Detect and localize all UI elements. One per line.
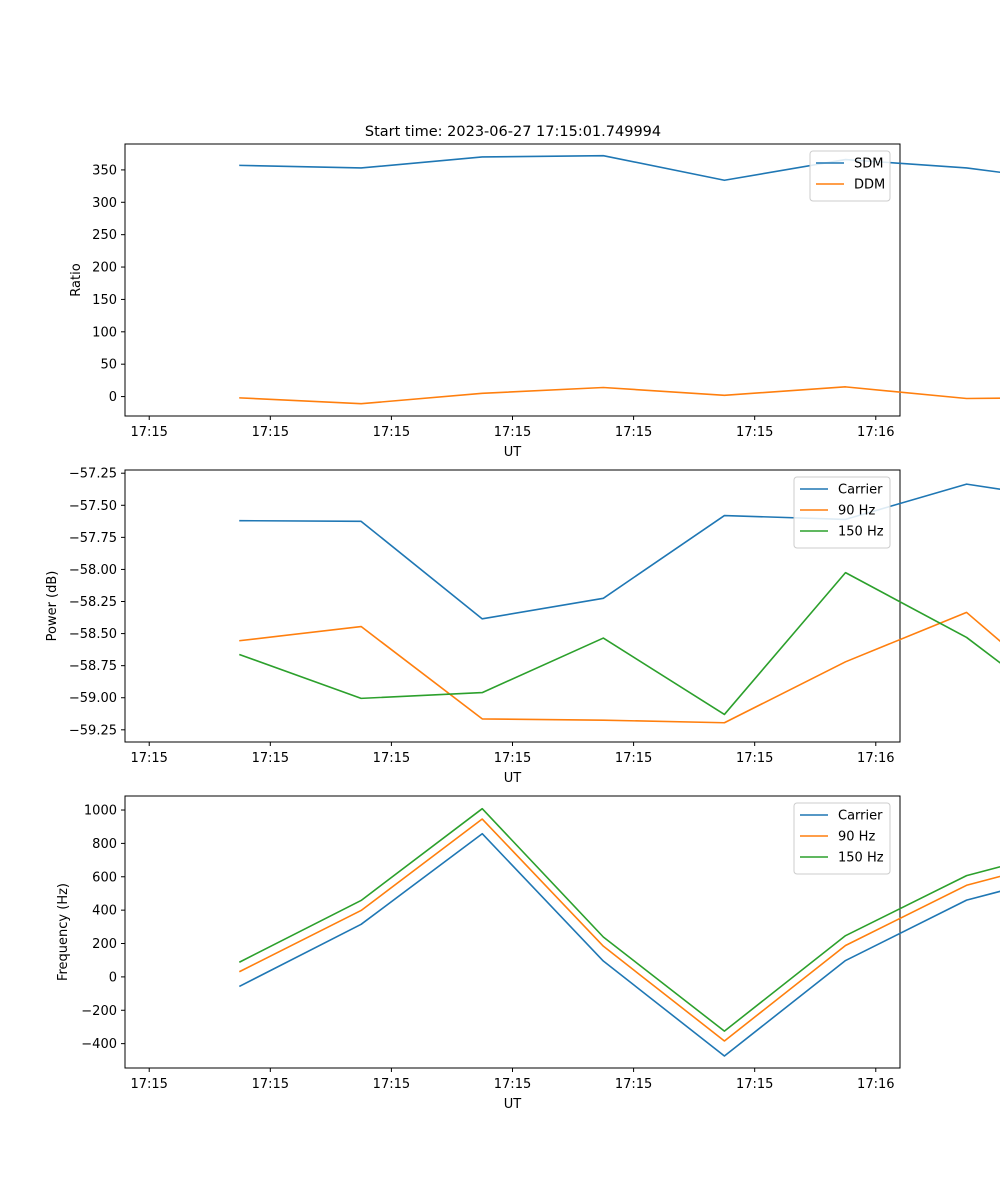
x-tick-label: 17:15 — [615, 1077, 652, 1092]
y-tick-label: 400 — [92, 904, 117, 919]
series-line-150-hz — [239, 571, 1000, 716]
y-tick-label: −59.25 — [69, 723, 117, 738]
ratio-panel: 17:15 17:15 17:15 17:15 17:15 17:15 17:16 0 50 10… — [69, 143, 1000, 460]
x-tick-label: 17:15 — [373, 1077, 410, 1092]
x-tick-label: 17:15 — [615, 751, 652, 766]
x-tick-label: 17:15 — [130, 1077, 167, 1092]
y-tick-label: 300 — [92, 196, 117, 211]
x-axis-label: UT — [504, 1097, 522, 1112]
series-line-sdm — [239, 154, 1000, 182]
legend-label-90-hz: 90 Hz — [838, 830, 875, 845]
y-tick-label: −400 — [81, 1037, 117, 1052]
y-tick-label: −57.25 — [69, 467, 117, 482]
y-tick-label: 800 — [92, 837, 117, 852]
plot-area — [124, 143, 901, 417]
legend-label-carrier: Carrier — [838, 483, 883, 498]
series-line-150-hz — [238, 807, 1000, 1032]
y-tick-label: −58.25 — [69, 595, 117, 610]
power-panel: 17:15 17:15 17:15 17:15 17:15 17:15 17:16 −59.2… — [45, 467, 1000, 786]
series-line-carrier — [238, 832, 1000, 1057]
y-tick-label: −200 — [81, 1004, 117, 1019]
x-tick-label: 17:15 — [615, 425, 652, 440]
x-tick-label: 17:15 — [130, 425, 167, 440]
x-tick-label: 17:15 — [252, 425, 289, 440]
legend-label-sdm: SDM — [854, 157, 883, 172]
y-tick-label: −58.75 — [69, 659, 117, 674]
x-tick-label: 17:16 — [857, 1077, 894, 1092]
series-line-90-hz — [239, 611, 1000, 724]
x-tick-label: 17:15 — [373, 425, 410, 440]
x-tick-label: 17:15 — [736, 1077, 773, 1092]
x-tick-label: 17:15 — [736, 751, 773, 766]
x-tick-label: 17:15 — [494, 1077, 531, 1092]
y-tick-label: −57.75 — [69, 531, 117, 546]
plot-area — [124, 469, 901, 743]
x-tick-label: 17:15 — [373, 751, 410, 766]
plot-area — [124, 795, 901, 1069]
y-tick-label: 250 — [92, 228, 117, 243]
legend-label-carrier: Carrier — [838, 809, 883, 824]
y-tick-label: 0 — [109, 390, 117, 405]
y-axis-label: Frequency (Hz) — [56, 883, 71, 981]
x-tick-label: 17:16 — [857, 751, 894, 766]
frequency-panel: 17:15 17:15 17:15 17:15 17:15 17:15 17:16 −400 −… — [56, 795, 1000, 1112]
y-tick-label: −58.00 — [69, 563, 117, 578]
y-tick-label: 50 — [100, 358, 117, 373]
y-tick-label: 600 — [92, 870, 117, 885]
y-tick-label: 100 — [92, 325, 117, 340]
series-line-ddm — [239, 386, 1000, 405]
series-line-90-hz — [238, 818, 1000, 1042]
x-tick-label: 17:15 — [494, 751, 531, 766]
y-tick-label: 1000 — [84, 804, 117, 819]
y-axis-label: Ratio — [69, 263, 84, 296]
x-axis-label: UT — [504, 771, 522, 786]
legend-label-ddm: DDM — [854, 178, 885, 193]
y-tick-label: 350 — [92, 163, 117, 178]
x-tick-label: 17:15 — [130, 751, 167, 766]
y-tick-label: 150 — [92, 293, 117, 308]
x-tick-label: 17:15 — [494, 425, 531, 440]
x-tick-label: 17:16 — [857, 425, 894, 440]
y-axis-label: Power (dB) — [45, 571, 60, 642]
legend-label-90-hz: 90 Hz — [838, 504, 875, 519]
figure-title: Start time: 2023-06-27 17:15:01.749994 — [365, 124, 661, 140]
y-tick-label: 200 — [92, 937, 117, 952]
y-tick-label: −59.00 — [69, 691, 117, 706]
y-tick-label: −58.50 — [69, 627, 117, 642]
y-tick-label: 200 — [92, 261, 117, 276]
x-tick-label: 17:15 — [252, 751, 289, 766]
x-axis-label: UT — [504, 445, 522, 460]
x-tick-label: 17:15 — [736, 425, 773, 440]
series-line-carrier — [239, 483, 1000, 620]
x-tick-label: 17:15 — [252, 1077, 289, 1092]
legend-label-150-hz: 150 Hz — [838, 525, 884, 540]
y-tick-label: 0 — [109, 970, 117, 985]
y-tick-label: −57.50 — [69, 499, 117, 514]
legend-label-150-hz: 150 Hz — [838, 851, 884, 866]
